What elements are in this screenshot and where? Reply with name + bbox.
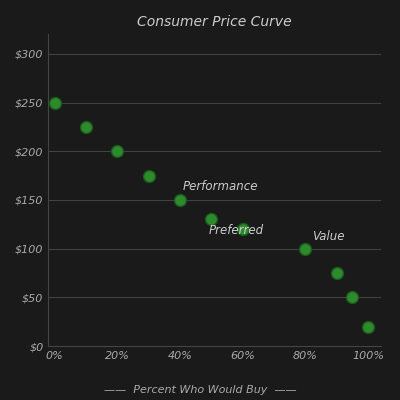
Point: [365, 324, 371, 330]
Point: [302, 246, 309, 252]
Point: [334, 270, 340, 276]
Point: [52, 99, 58, 106]
Point: [208, 216, 214, 223]
Point: [146, 172, 152, 179]
Point: [83, 124, 89, 130]
Text: Performance: Performance: [183, 180, 259, 193]
Text: Value: Value: [312, 230, 344, 243]
Point: [114, 148, 120, 154]
Text: Preferred: Preferred: [208, 224, 263, 237]
Text: ——  Percent Who Would Buy  ——: —— Percent Who Would Buy ——: [104, 385, 296, 395]
Title: Consumer Price Curve: Consumer Price Curve: [137, 15, 292, 29]
Point: [349, 294, 356, 301]
Point: [240, 226, 246, 232]
Point: [177, 197, 183, 203]
